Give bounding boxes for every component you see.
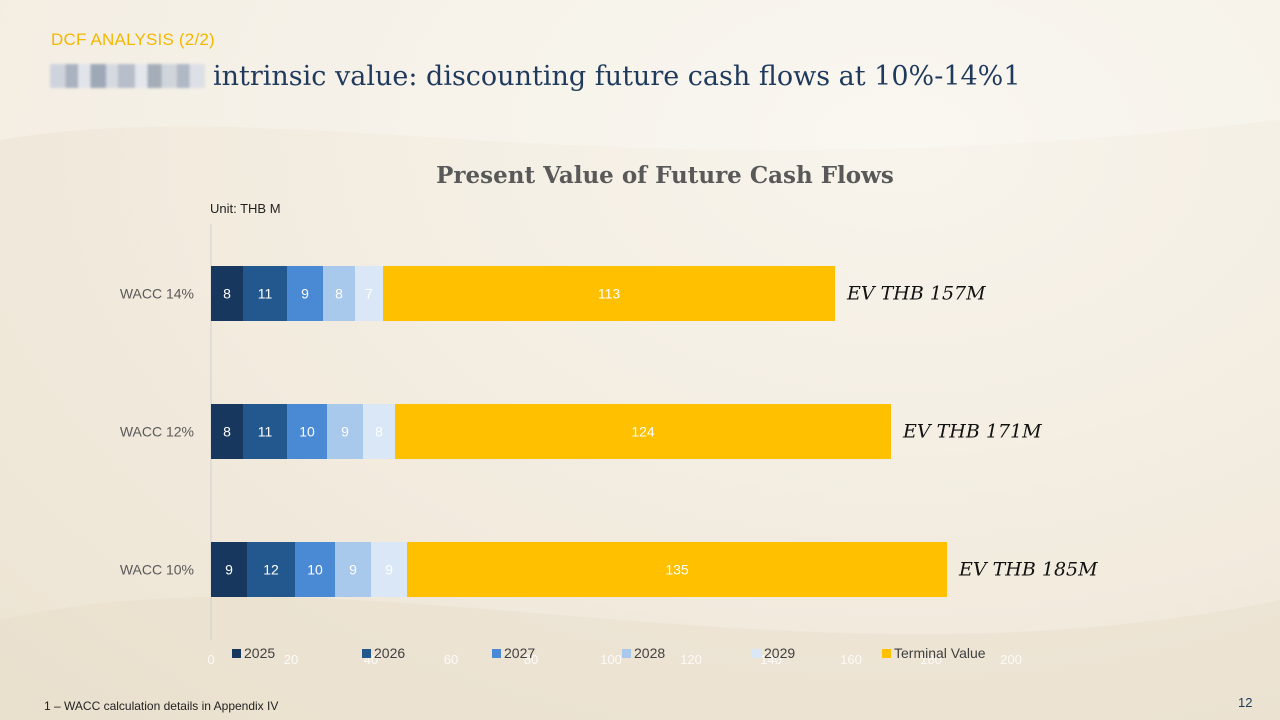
legend-label: Terminal Value bbox=[894, 645, 986, 661]
legend-label: 2029 bbox=[764, 645, 795, 661]
redacted-company-name bbox=[50, 64, 205, 88]
data-label: 12 bbox=[263, 562, 279, 578]
unit-label: Unit: THB M bbox=[210, 201, 281, 216]
bar-segment bbox=[247, 542, 295, 597]
footnote: 1 – WACC calculation details in Appendix… bbox=[44, 699, 279, 713]
data-label: 8 bbox=[335, 286, 343, 302]
legend-label: 2028 bbox=[634, 645, 665, 661]
ev-annotation: EV THB 157M bbox=[846, 283, 986, 305]
data-label: 124 bbox=[631, 424, 655, 440]
category-label: WACC 10% bbox=[120, 562, 194, 578]
bar-segment bbox=[287, 404, 327, 459]
data-label: 8 bbox=[223, 424, 231, 440]
category-label: WACC 14% bbox=[120, 286, 194, 302]
data-label: 113 bbox=[598, 286, 621, 302]
legend-label: 2026 bbox=[374, 645, 405, 661]
category-label: WACC 12% bbox=[120, 424, 194, 440]
x-tick-label: 180 bbox=[920, 652, 942, 667]
legend-swatch bbox=[232, 649, 241, 658]
data-label: 10 bbox=[299, 424, 315, 440]
legend-swatch bbox=[752, 649, 761, 658]
data-label: 9 bbox=[301, 286, 309, 302]
bar-segment bbox=[287, 266, 323, 321]
bar-segment bbox=[243, 404, 287, 459]
data-label: 8 bbox=[375, 424, 383, 440]
data-label: 11 bbox=[258, 286, 273, 302]
legend-swatch bbox=[882, 649, 891, 658]
bar-segment bbox=[323, 266, 355, 321]
bar-segment bbox=[211, 542, 247, 597]
x-tick-label: 20 bbox=[284, 652, 298, 667]
slide-title: intrinsic value: discounting future cash… bbox=[50, 58, 1021, 94]
x-tick-label: 200 bbox=[1000, 652, 1022, 667]
chart-title: Present Value of Future Cash Flows bbox=[436, 162, 894, 189]
data-label: 7 bbox=[365, 286, 373, 302]
legend-label: 2025 bbox=[244, 645, 275, 661]
legend-swatch bbox=[492, 649, 501, 658]
data-label: 9 bbox=[225, 562, 233, 578]
page-number: 12 bbox=[1238, 695, 1253, 710]
x-tick-label: 160 bbox=[840, 652, 862, 667]
bar-segment bbox=[383, 266, 835, 321]
data-label: 10 bbox=[307, 562, 323, 578]
data-label: 9 bbox=[385, 562, 393, 578]
section-label: DCF ANALYSIS (2/2) bbox=[51, 30, 215, 49]
legend-swatch bbox=[622, 649, 631, 658]
data-label: 9 bbox=[341, 424, 349, 440]
legend-swatch bbox=[362, 649, 371, 658]
x-tick-label: 100 bbox=[600, 652, 622, 667]
bar-segment bbox=[295, 542, 335, 597]
bar-segment bbox=[407, 542, 947, 597]
bar-segment bbox=[395, 404, 891, 459]
x-tick-label: 60 bbox=[444, 652, 458, 667]
ev-annotation: EV THB 171M bbox=[902, 421, 1042, 443]
legend-label: 2027 bbox=[504, 645, 535, 661]
bar-segment bbox=[211, 266, 243, 321]
bar-segment bbox=[355, 266, 383, 321]
data-label: 9 bbox=[349, 562, 357, 578]
data-label: 8 bbox=[223, 286, 231, 302]
bar-segment bbox=[211, 404, 243, 459]
bar-segment bbox=[243, 266, 287, 321]
data-label: 11 bbox=[258, 424, 273, 440]
x-tick-label: 0 bbox=[207, 652, 214, 667]
bar-segment bbox=[335, 542, 371, 597]
bar-segment bbox=[327, 404, 363, 459]
x-tick-label: 80 bbox=[524, 652, 538, 667]
ev-annotation: EV THB 185M bbox=[958, 559, 1098, 581]
slide-title-text: intrinsic value: discounting future cash… bbox=[213, 60, 1021, 92]
bar-segment bbox=[363, 404, 395, 459]
x-tick-label: 140 bbox=[760, 652, 782, 667]
data-label: 135 bbox=[665, 562, 689, 578]
bar-segment bbox=[371, 542, 407, 597]
x-tick-label: 120 bbox=[680, 652, 702, 667]
